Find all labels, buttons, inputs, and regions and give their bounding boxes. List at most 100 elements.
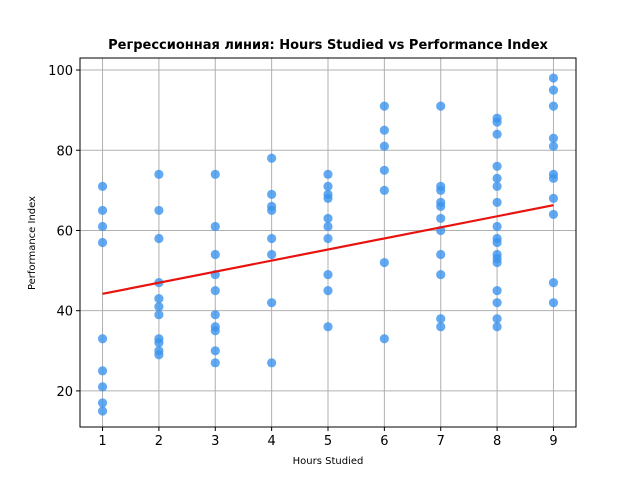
data-point xyxy=(210,310,220,320)
data-point xyxy=(548,101,559,111)
data-point xyxy=(154,338,164,348)
data-point xyxy=(436,213,446,224)
data-point xyxy=(492,173,502,183)
data-point xyxy=(436,269,446,280)
data-point xyxy=(97,237,108,248)
data-point xyxy=(267,249,277,260)
data-point xyxy=(267,189,277,199)
data-point xyxy=(548,278,559,288)
x-tick-label: 1 xyxy=(98,434,106,449)
x-tick-label: 9 xyxy=(549,434,557,449)
data-point xyxy=(154,294,164,304)
data-point xyxy=(210,221,220,232)
data-point xyxy=(154,169,164,179)
data-point xyxy=(97,221,108,232)
x-tick-label: 2 xyxy=(155,434,163,449)
regression-line xyxy=(102,204,554,295)
y-axis-label: Performance Index xyxy=(27,196,38,290)
data-point xyxy=(548,209,559,220)
data-point xyxy=(492,257,502,268)
x-tick-label: 8 xyxy=(493,434,501,449)
data-point xyxy=(492,322,502,332)
data-point xyxy=(323,169,333,179)
data-point xyxy=(492,181,502,191)
data-point xyxy=(492,129,502,139)
data-point xyxy=(548,298,559,308)
data-point xyxy=(492,298,502,308)
data-point xyxy=(379,125,389,135)
data-point xyxy=(323,269,333,280)
data-points xyxy=(97,73,559,416)
chart-title: Регрессионная линия: Hours Studied vs Pe… xyxy=(108,38,548,53)
data-point xyxy=(323,286,333,296)
data-point xyxy=(97,398,108,408)
data-point xyxy=(154,302,164,312)
data-point xyxy=(379,101,389,111)
data-point xyxy=(379,334,389,344)
y-tick-label: 80 xyxy=(56,144,73,159)
data-point xyxy=(323,233,333,244)
data-point xyxy=(323,193,333,203)
data-point xyxy=(210,286,220,296)
data-point xyxy=(323,181,333,191)
data-point xyxy=(97,334,108,344)
y-tick-label: 100 xyxy=(48,64,73,79)
y-axis-ticks: 20 40 60 80 100 xyxy=(48,64,80,400)
data-point xyxy=(210,169,220,179)
data-point xyxy=(492,161,502,171)
data-point xyxy=(492,314,502,324)
data-point xyxy=(210,346,220,356)
data-point xyxy=(492,286,502,296)
data-point xyxy=(210,358,220,368)
y-tick-label: 20 xyxy=(56,385,73,400)
data-point xyxy=(436,249,446,260)
data-point xyxy=(379,165,389,175)
x-tick-label: 3 xyxy=(211,434,219,449)
data-point xyxy=(492,221,502,232)
y-tick-label: 40 xyxy=(56,305,73,320)
x-tick-label: 6 xyxy=(380,434,388,449)
data-point xyxy=(154,205,164,216)
data-point xyxy=(154,310,164,320)
data-point xyxy=(548,193,559,203)
data-point xyxy=(210,249,220,260)
y-tick-label: 60 xyxy=(56,224,73,239)
x-axis-label: Hours Studied xyxy=(293,456,364,467)
data-point xyxy=(323,213,333,224)
data-point xyxy=(379,257,389,268)
data-point xyxy=(97,382,108,392)
data-point xyxy=(436,314,446,324)
x-tick-label: 5 xyxy=(324,434,332,449)
data-point xyxy=(267,153,277,163)
data-point xyxy=(548,133,559,143)
data-point xyxy=(436,101,446,111)
data-point xyxy=(548,141,559,151)
x-tick-label: 7 xyxy=(437,434,445,449)
data-point xyxy=(154,350,164,360)
data-point xyxy=(97,406,108,416)
regression-line-group xyxy=(102,204,554,295)
data-point xyxy=(436,322,446,332)
x-axis-ticks: 1 2 3 4 5 6 7 8 9 xyxy=(98,427,558,449)
data-point xyxy=(267,358,277,368)
data-point xyxy=(267,233,277,244)
data-point xyxy=(436,185,446,195)
data-point xyxy=(492,117,502,127)
data-point xyxy=(436,201,446,212)
data-point xyxy=(323,322,333,332)
data-point xyxy=(97,181,108,191)
x-tick-label: 4 xyxy=(267,434,275,449)
data-point xyxy=(492,197,502,207)
data-point xyxy=(379,141,389,151)
data-point xyxy=(154,233,164,244)
data-point xyxy=(97,205,108,216)
data-point xyxy=(548,73,559,83)
data-point xyxy=(379,185,389,195)
data-point xyxy=(97,366,108,376)
data-point xyxy=(492,237,502,248)
data-point xyxy=(548,173,559,183)
data-point xyxy=(210,326,220,336)
data-point xyxy=(323,221,333,232)
